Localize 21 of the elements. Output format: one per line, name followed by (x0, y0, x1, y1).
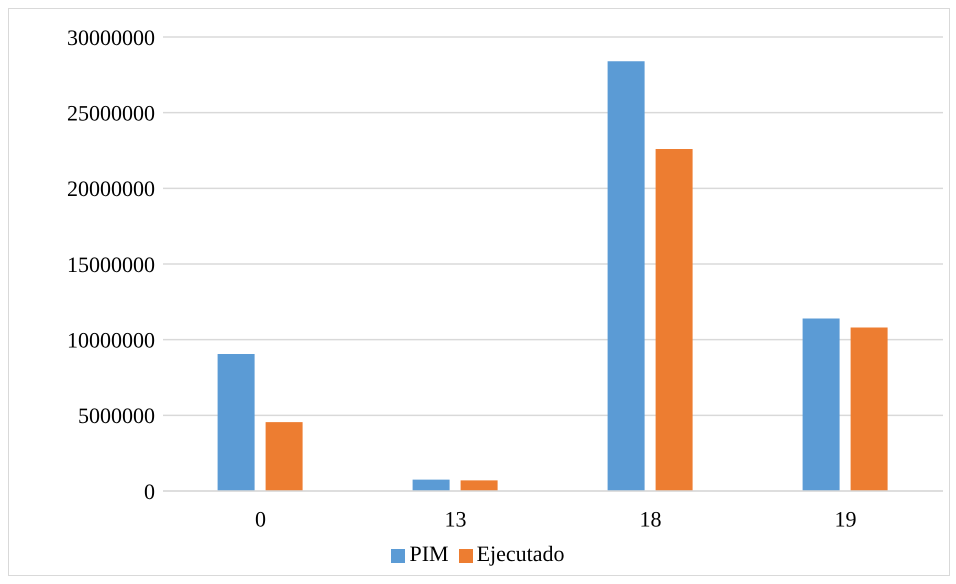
legend-label: Ejecutado (476, 541, 565, 566)
x-tick-label: 13 (444, 506, 466, 532)
y-tick-label: 10000000 (67, 327, 155, 352)
bar (608, 61, 645, 491)
y-tick-label: 20000000 (67, 176, 155, 202)
bar (802, 318, 840, 491)
bar (850, 328, 888, 491)
y-tick-label: 15000000 (67, 252, 155, 277)
legend-label: PIM (409, 541, 449, 566)
bar (218, 354, 255, 491)
y-tick-label: 30000000 (67, 24, 155, 50)
bar (460, 480, 498, 491)
x-tick-label: 0 (255, 506, 266, 532)
x-tick-label: 19 (834, 506, 856, 532)
bar (656, 148, 693, 491)
bar (266, 422, 303, 491)
bar (412, 480, 450, 491)
y-tick-label: 5000000 (78, 403, 155, 428)
x-tick-label: 18 (640, 506, 662, 532)
y-tick-label: 25000000 (67, 100, 155, 126)
y-tick-label: 0 (144, 478, 155, 504)
